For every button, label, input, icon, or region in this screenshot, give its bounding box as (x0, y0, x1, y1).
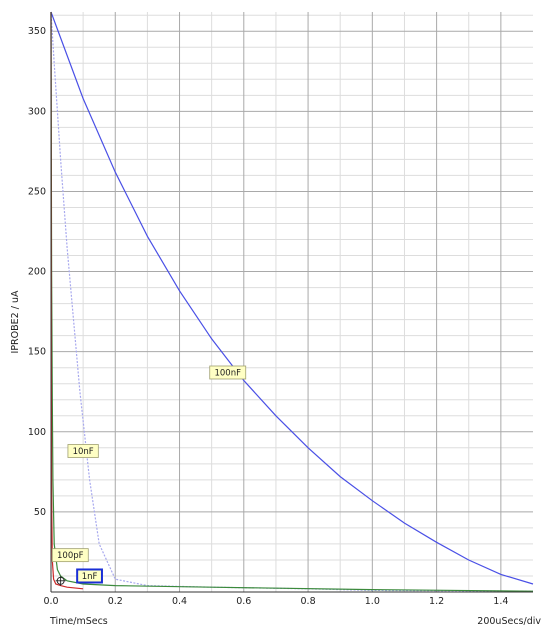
axes: 0.0 0.2 0.4 0.6 0.8 1.0 1.2 1.4 50 100 150 200 250 30… (28, 12, 533, 607)
series-line-1nf[interactable] (50, 11, 84, 590)
curve-label-10nf: 10nF (73, 447, 94, 457)
series (50, 11, 534, 592)
x-tick-label: 1.0 (365, 596, 380, 607)
y-tick-label: 150 (28, 347, 46, 358)
cursor-marker[interactable] (55, 575, 66, 586)
curve-label-box[interactable] (67, 444, 99, 458)
x-tick-label: 0.0 (43, 596, 58, 607)
x-tick-label: 1.2 (429, 596, 444, 607)
x-tick-label: 0.4 (172, 596, 187, 607)
y-tick-label: 200 (28, 267, 46, 278)
x-tick-label: 0.8 (301, 596, 316, 607)
y-tick-label: 50 (34, 507, 46, 518)
labels: 100nF 10nF 100pF 1nF (51, 365, 247, 584)
series-line-100nf[interactable] (50, 11, 534, 585)
curve-label-box[interactable] (76, 568, 103, 584)
y-tick-label: 100 (28, 427, 46, 438)
x-tick-label: 0.6 (236, 596, 251, 607)
y-tick-label: 350 (28, 26, 46, 37)
y-axis-title: IPROBE2 / uA (10, 290, 21, 353)
curve-label-1nf: 1nF (82, 572, 98, 582)
x-tick-label: 0.2 (108, 596, 123, 607)
x-axis-title: Time/mSecs (49, 616, 108, 627)
curve-label-box[interactable] (51, 548, 89, 563)
y-tick-label: 250 (28, 186, 46, 197)
y-tick-label: 300 (28, 106, 46, 117)
curve-label-100nf: 100nF (214, 368, 241, 378)
curve-label-100pf: 100pF (57, 551, 84, 561)
curve-label-box[interactable] (209, 365, 247, 380)
x-tick-label: 1.4 (493, 596, 508, 607)
timebase-label: 200uSecs/div (477, 616, 541, 627)
series-line-10nf[interactable] (50, 11, 534, 592)
series-line-100pf[interactable] (50, 11, 534, 592)
grid (51, 12, 533, 592)
